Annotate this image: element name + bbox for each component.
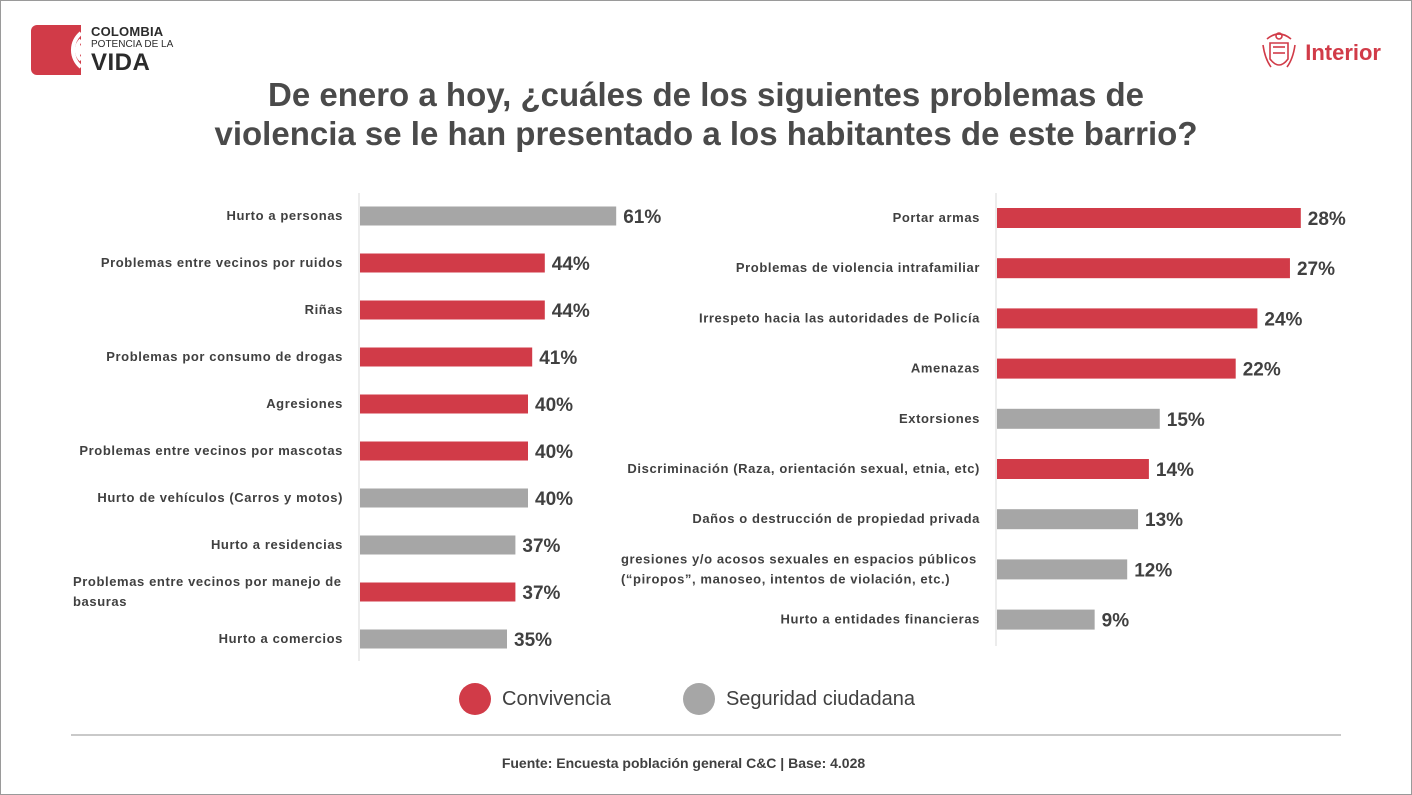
coat-of-arms-icon	[1262, 32, 1296, 68]
left-category-label-0: Hurto a personas	[226, 208, 343, 223]
left-value-label-4: 40%	[535, 395, 573, 416]
left-category-label-1: Problemas entre vecinos por ruidos	[101, 255, 343, 270]
right-bar-4	[997, 408, 1160, 429]
left-bar-9	[360, 629, 507, 649]
left-category-label-6: Hurto de vehículos (Carros y motos)	[97, 490, 343, 505]
right-value-label-7: 12%	[1134, 560, 1172, 581]
right-category-label-8: Hurto a entidades financieras	[781, 612, 980, 627]
ministerio-interior-logo: Interior	[1259, 29, 1381, 77]
right-value-label-4: 15%	[1167, 410, 1205, 431]
title-line-2: violencia se le han presentado a los hab…	[214, 115, 1198, 152]
left-value-label-2: 44%	[552, 301, 590, 322]
left-value-label-9: 35%	[514, 630, 552, 651]
left-value-label-8: 37%	[522, 583, 560, 604]
right-bar-8	[997, 609, 1095, 630]
right-category-label-4: Extorsiones	[899, 411, 980, 426]
title-line-1: De enero a hoy, ¿cuáles de los siguiente…	[268, 76, 1144, 113]
left-category-label-9: Hurto a comercios	[219, 631, 343, 646]
colombia-logo-icon	[31, 25, 81, 75]
brand-line-2: POTENCIA DE LA	[91, 39, 174, 50]
left-category-label-2: Riñas	[305, 302, 343, 317]
left-bar-8	[360, 582, 516, 602]
left-value-label-5: 40%	[535, 442, 573, 463]
right-category-label-2: Irrespeto hacia las autoridades de Polic…	[699, 310, 980, 325]
source-note: Fuente: Encuesta población general C&C |…	[501, 755, 866, 771]
left-category-label-8: Problemas entre vecinos por manejo de bas…	[73, 574, 342, 609]
right-bar-1	[997, 258, 1290, 279]
right-value-label-3: 22%	[1243, 360, 1281, 381]
right-value-label-2: 24%	[1264, 309, 1302, 330]
right-value-label-1: 27%	[1297, 259, 1335, 280]
legend-item-seguridad: Seguridad ciudadana	[682, 683, 915, 715]
legend-item-convivencia: Convivencia	[459, 683, 611, 715]
left-bar-6	[360, 488, 528, 508]
right-category-label-1: Problemas de violencia intrafamiliar	[736, 260, 980, 275]
left-category-label-7: Hurto a residencias	[211, 537, 343, 552]
left-value-label-1: 44%	[552, 254, 590, 275]
left-bar-0	[360, 206, 617, 226]
legend-swatch-seguridad	[682, 683, 715, 715]
brand-line-1: COLOMBIA	[91, 24, 164, 39]
right-bar-5	[997, 459, 1149, 479]
legend-label-convivencia: Convivencia	[502, 687, 611, 710]
brand-line-3: VIDA	[91, 49, 151, 76]
page-title: De enero a hoy, ¿cuáles de los siguiente…	[1, 75, 1411, 153]
left-category-label-5: Problemas entre vecinos por mascotas	[79, 443, 343, 458]
right-category-label-0: Portar armas	[893, 210, 980, 225]
left-value-label-0: 61%	[623, 207, 661, 228]
legend-label-seguridad: Seguridad ciudadana	[725, 687, 915, 710]
left-value-label-3: 41%	[539, 348, 577, 369]
left-bar-1	[360, 253, 545, 273]
right-category-label-5: Discriminación (Raza, orientación sexual…	[627, 461, 980, 476]
right-value-label-6: 13%	[1145, 510, 1183, 531]
ministry-name: Interior	[1305, 40, 1381, 65]
right-value-label-8: 9%	[1102, 611, 1130, 632]
left-value-label-7: 37%	[522, 536, 560, 557]
left-bar-7	[360, 535, 516, 555]
right-value-label-0: 28%	[1308, 209, 1346, 230]
left-category-label-3: Problemas por consumo de drogas	[106, 349, 343, 364]
right-value-label-5: 14%	[1156, 460, 1194, 481]
bar-charts: 61% Hurto a personas 44% Problemas entre ve…	[73, 193, 1346, 661]
left-bar-4	[360, 394, 528, 414]
left-value-label-6: 40%	[535, 489, 573, 510]
left-bar-3	[360, 347, 533, 367]
right-bar-0	[997, 208, 1301, 228]
right-category-label-3: Amenazas	[911, 361, 980, 376]
left-bar-2	[360, 300, 545, 320]
right-category-label-7: gresiones y/o acosos sexuales en espacio…	[621, 551, 977, 586]
legend: Convivencia Seguridad ciudadana	[459, 683, 987, 715]
colombia-potencia-logo: COLOMBIA POTENCIA DE LA VIDA	[31, 25, 173, 75]
right-bar-7	[997, 559, 1128, 580]
right-category-label-6: Daños o destrucción de propiedad privada	[692, 511, 980, 526]
right-bar-2	[997, 308, 1258, 329]
right-bar-3	[997, 358, 1236, 379]
divider	[71, 734, 1341, 736]
right-bar-6	[997, 509, 1139, 530]
left-bar-5	[360, 441, 528, 461]
left-category-label-4: Agresiones	[266, 396, 343, 411]
legend-swatch-convivencia	[459, 683, 491, 715]
